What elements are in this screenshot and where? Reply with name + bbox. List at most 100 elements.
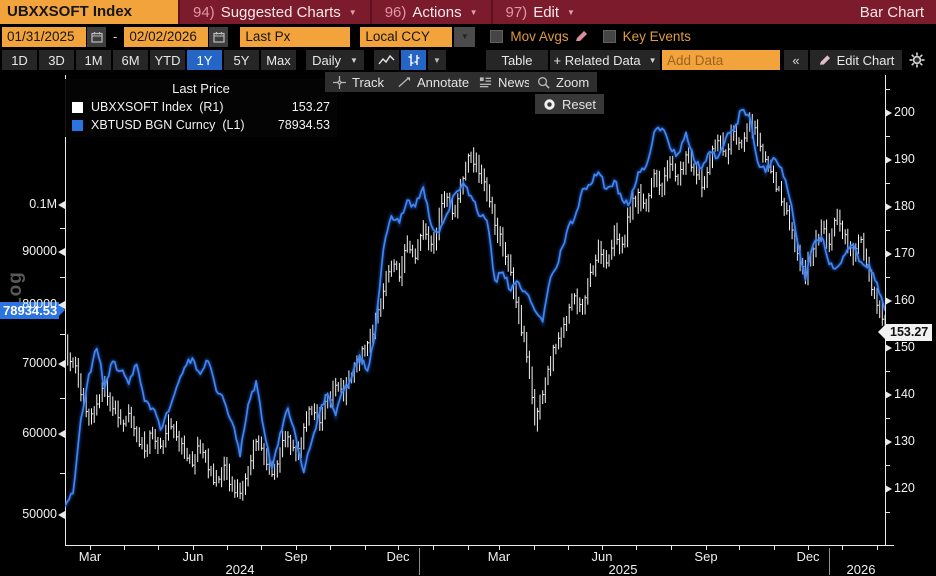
gear-icon xyxy=(909,52,925,68)
period-button-1m[interactable]: 1M xyxy=(76,50,111,70)
chart-controls-bar: 1D 3D 1M 6M YTD 1Y 5Y Max Daily ▼ ▼ Table + Rel… xyxy=(2,49,934,71)
year-label: 2025 xyxy=(608,562,638,576)
add-data-input[interactable] xyxy=(662,50,780,70)
month-tick xyxy=(671,545,672,550)
month-tick xyxy=(330,545,331,550)
month-tick xyxy=(398,545,399,550)
ubxxsoft-price-bars xyxy=(67,112,885,501)
left-axis-minor-tick xyxy=(60,277,65,278)
news-label: News xyxy=(498,74,531,90)
right-axis-minor-tick xyxy=(885,371,890,372)
period-button-max[interactable]: Max xyxy=(261,50,296,70)
currency-dropdown-button[interactable]: ▼ xyxy=(454,26,476,47)
left-axis-tick-label: 0.1M xyxy=(29,197,57,211)
right-axis-tick-mark xyxy=(885,391,892,399)
series-name: XBTUSD BGN Curncy xyxy=(91,118,216,132)
calendar-button[interactable] xyxy=(209,26,229,47)
period-button-5y[interactable]: 5Y xyxy=(224,50,259,70)
mov-avgs-checkbox[interactable] xyxy=(490,30,504,43)
chevron-down-icon: ▼ xyxy=(460,32,469,41)
calendar-button[interactable] xyxy=(87,26,106,47)
key-events-checkbox[interactable] xyxy=(602,30,616,43)
xbtusd-price-line xyxy=(65,108,885,507)
right-axis-minor-tick xyxy=(885,465,890,466)
left-axis-tick-mark xyxy=(58,360,65,368)
series-swatch-white xyxy=(72,101,83,113)
period-button-1y[interactable]: 1Y xyxy=(187,50,222,70)
right-axis-tick-mark xyxy=(885,485,892,493)
right-axis-tick-mark xyxy=(885,156,892,164)
year-label: 2024 xyxy=(225,562,255,576)
month-tick xyxy=(227,545,228,550)
chart-type-dropdown-button[interactable]: ▼ xyxy=(428,50,446,70)
period-button-1d[interactable]: 1D xyxy=(2,50,37,70)
key-events-label: Key Events xyxy=(622,29,691,44)
month-tick xyxy=(706,545,707,550)
track-button[interactable]: Track xyxy=(325,72,393,92)
menu-number: 94) xyxy=(193,3,215,21)
security-ticker[interactable]: UBXXSOFT Index xyxy=(0,0,178,24)
edit-chart-label: Edit Chart xyxy=(836,52,895,68)
edit-chart-button[interactable]: Edit Chart xyxy=(810,50,902,70)
legend-row-ubxxsoft[interactable]: UBXXSOFT Index (R1) 153.27 xyxy=(72,100,330,114)
table-button[interactable]: Table xyxy=(486,50,548,70)
annotate-button[interactable]: Annotate xyxy=(390,72,478,92)
menu-edit[interactable]: 97) Edit ▼ xyxy=(490,0,588,24)
right-axis-tick-mark xyxy=(885,109,892,117)
magnifier-icon xyxy=(538,76,550,89)
right-axis-line xyxy=(885,75,886,546)
related-data-button[interactable]: + Related Data ▼ xyxy=(550,50,660,70)
pencil-icon xyxy=(819,54,830,65)
period-button-ytd[interactable]: YTD xyxy=(150,50,185,70)
menu-label: Suggested Charts xyxy=(220,3,341,21)
bar-chart-type-button[interactable] xyxy=(401,50,426,70)
menu-actions[interactable]: 96) Actions ▼ xyxy=(369,0,491,24)
month-label: Mar xyxy=(78,549,102,564)
left-axis-tick-mark xyxy=(58,301,65,309)
frequency-selector[interactable]: Daily ▼ xyxy=(306,50,364,70)
date-to-input[interactable] xyxy=(124,26,209,47)
news-button[interactable]: News xyxy=(471,72,539,92)
period-button-3d[interactable]: 3D xyxy=(39,50,74,70)
period-button-6m[interactable]: 6M xyxy=(113,50,148,70)
month-tick xyxy=(365,545,366,550)
right-axis-tick-label: 180 xyxy=(894,199,915,213)
collapse-panel-button[interactable]: « xyxy=(784,50,808,70)
crosshair-icon xyxy=(333,75,346,89)
right-axis-tick-mark xyxy=(885,250,892,258)
menu-suggested-charts[interactable]: 94) Suggested Charts ▼ xyxy=(178,0,370,24)
pencil-icon xyxy=(575,31,587,41)
price-field-selector[interactable]: Last Px xyxy=(240,26,351,47)
menu-number: 96) xyxy=(384,3,407,21)
zoom-label: Zoom xyxy=(556,74,590,90)
zoom-button[interactable]: Zoom xyxy=(529,72,598,92)
chart-settings-button[interactable] xyxy=(904,50,930,70)
xbtusd-line-glow xyxy=(65,107,885,508)
chart-legend[interactable]: Last Price UBXXSOFT Index (R1) 153.27 XB… xyxy=(65,79,337,137)
menu-number: 97) xyxy=(505,3,528,21)
year-separator xyxy=(419,548,420,575)
settings-bar: - Last Px Local CCY ▼ Mov Avgs Key Event… xyxy=(2,26,934,47)
chevron-down-icon: ▼ xyxy=(348,7,357,17)
right-axis-tick-mark xyxy=(885,203,892,211)
legend-row-xbtusd[interactable]: XBTUSD BGN Curncy (L1) 78934.53 xyxy=(72,118,330,132)
month-tick xyxy=(124,545,125,550)
series-value: 153.27 xyxy=(291,100,330,114)
left-axis-minor-tick xyxy=(60,334,65,335)
date-range-separator: - xyxy=(113,29,118,44)
price-chart[interactable] xyxy=(65,75,885,545)
date-from-input[interactable] xyxy=(2,26,86,47)
right-axis-tick-label: 160 xyxy=(894,293,915,307)
line-chart-type-button[interactable] xyxy=(374,50,399,70)
currency-selector[interactable]: Local CCY xyxy=(360,26,453,47)
right-axis-tick-label: 150 xyxy=(894,340,915,354)
month-tick xyxy=(433,545,434,550)
right-axis-minor-tick xyxy=(885,230,890,231)
left-axis-tick-mark xyxy=(58,430,65,438)
last-price-tag-right-arrow xyxy=(878,324,886,340)
reset-zoom-button[interactable]: Reset xyxy=(535,94,604,114)
month-label: Sep xyxy=(694,549,718,564)
menu-label: Actions xyxy=(412,3,462,21)
edit-mov-avgs-button[interactable] xyxy=(574,30,588,43)
series-axis: (R1) xyxy=(199,100,224,114)
